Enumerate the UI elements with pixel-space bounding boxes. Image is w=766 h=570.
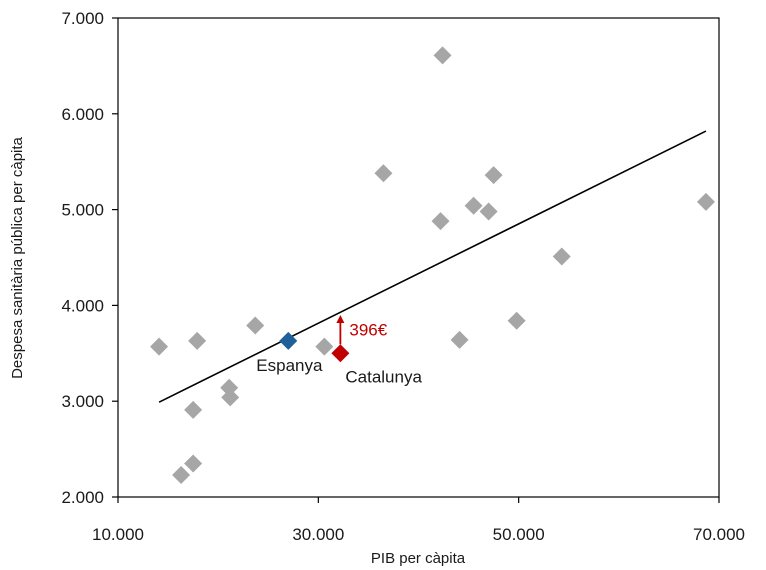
data-point xyxy=(479,202,498,221)
data-point xyxy=(184,400,203,419)
highlight-points: Espanya Catalunya xyxy=(256,331,422,386)
data-point xyxy=(315,337,334,356)
data-point xyxy=(184,454,203,473)
highlight-point-catalunya xyxy=(331,344,350,363)
axes xyxy=(117,17,720,498)
data-point xyxy=(150,337,169,356)
data-point xyxy=(221,388,240,407)
data-point xyxy=(433,46,452,65)
gap-annotation-group: 396€ xyxy=(336,314,388,345)
highlight-label-espanya: Espanya xyxy=(256,356,323,375)
plot-frame xyxy=(117,17,720,498)
gap-annotation-label: 396€ xyxy=(349,321,387,340)
y-tick-label: 7.000 xyxy=(61,9,104,28)
y-tick-label: 4.000 xyxy=(61,296,104,315)
trendline-group xyxy=(158,130,707,403)
y-tick-label: 6.000 xyxy=(61,105,104,124)
data-point xyxy=(450,330,469,349)
y-tick-label: 2.000 xyxy=(61,488,104,507)
y-axis-ticks: 2.000 3.000 4.000 5.000 6.000 7.000 xyxy=(61,9,118,507)
y-axis-title: Despesa sanitària pública per càpita xyxy=(9,136,26,378)
gap-arrow-head xyxy=(336,314,345,323)
data-point xyxy=(507,311,526,330)
y-tick-label: 3.000 xyxy=(61,392,104,411)
data-point xyxy=(431,212,450,231)
x-axis-ticks: 10.000 30.000 50.000 70.000 xyxy=(92,497,745,544)
data-point xyxy=(246,316,265,335)
y-tick-label: 5.000 xyxy=(61,201,104,220)
data-point xyxy=(172,465,191,484)
x-axis-title: PIB per càpita xyxy=(371,550,466,567)
highlight-label-catalunya: Catalunya xyxy=(345,367,422,386)
x-tick-label: 70.000 xyxy=(693,525,745,544)
x-tick-label: 10.000 xyxy=(92,525,144,544)
data-point xyxy=(484,166,503,185)
data-point xyxy=(464,196,483,215)
data-point xyxy=(696,192,715,211)
scatter-points xyxy=(150,46,715,484)
x-tick-label: 30.000 xyxy=(292,525,344,544)
data-point xyxy=(374,164,393,183)
x-tick-label: 50.000 xyxy=(493,525,545,544)
data-point xyxy=(188,331,207,350)
highlight-point-espanya xyxy=(279,331,298,350)
data-point xyxy=(552,247,571,266)
trendline xyxy=(158,130,707,403)
